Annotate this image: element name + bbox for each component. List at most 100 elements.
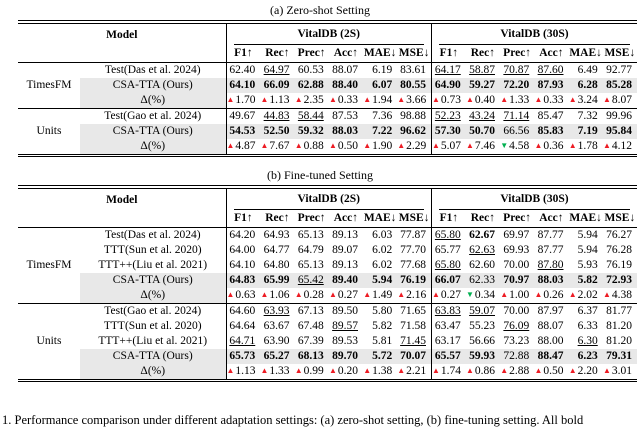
delta-value: 1.70: [235, 93, 256, 106]
metric-cell: 62.63: [469, 243, 495, 256]
delta-up-icon: ▲: [294, 289, 303, 299]
delta-cell: ▲2.88: [500, 364, 534, 380]
metric-cell: 89.07: [332, 243, 358, 256]
delta-cell: ▲4.87: [226, 139, 260, 155]
delta-cell: ▲3.01: [603, 364, 637, 380]
metric-cell: 57.30: [430, 123, 466, 139]
delta-value: 1.49: [372, 288, 393, 301]
metric-cell: 59.07: [465, 302, 500, 319]
delta-cell: ▲1.06: [260, 288, 294, 304]
delta-cell: ▲0.99: [295, 364, 329, 380]
metric-header-mae: MAE↓: [568, 209, 603, 228]
metric-header-mse: MSE↓: [397, 44, 432, 63]
delta-cell: ▲1.90: [363, 139, 397, 155]
delta-value: 1.13: [269, 93, 290, 106]
metric-cell: 89.13: [332, 258, 358, 271]
metric-cell: 6.49: [577, 63, 598, 76]
metric-cell: 6.03: [372, 228, 393, 241]
delta-up-icon: ▲: [363, 289, 372, 299]
metric-cell: 70.97: [500, 272, 535, 288]
table-row: Δ(%) ▲4.87 ▲7.67 ▲0.88 ▲0.50 ▲1.90 ▲2.29 ▲5.07 ▲…: [18, 138, 637, 155]
delta-up-icon: ▲: [602, 94, 611, 104]
metric-cell: 64.93: [263, 228, 290, 241]
metric-cell: 72.88: [500, 348, 535, 364]
delta-up-icon: ▲: [294, 94, 303, 104]
metric-cell: 6.37: [568, 302, 603, 319]
table-a-caption: (a) Zero-shot Setting: [270, 3, 370, 17]
metric-header-rec: Rec↑: [465, 209, 500, 228]
metric-cell: 87.93: [534, 77, 569, 93]
table-row: CSA-TTA (Ours) 65.73 65.27 68.13 89.70 5.72 70…: [18, 348, 637, 364]
delta-up-icon: ▲: [534, 289, 543, 299]
method-label-cell: CSA-TTA (Ours): [80, 123, 227, 139]
delta-value: 8.07: [611, 93, 632, 106]
metric-cell: 88.03: [328, 123, 363, 139]
delta-value: 1.78: [577, 139, 598, 152]
metric-cell: 71.45: [400, 334, 426, 347]
metric-cell: 70.00: [503, 258, 530, 271]
metric-cell: 88.03: [534, 272, 569, 288]
metric-cell: 54.53: [226, 123, 261, 139]
metric-cell: 77.70: [400, 243, 426, 256]
delta-cell: ▲1.49: [363, 288, 397, 304]
metric-cell: 5.72: [363, 348, 398, 364]
delta-cell: ▲1.13: [260, 93, 294, 109]
table-row: TTT++(Liu et al. 2021) 64.10 64.80 65.13 89.…: [18, 257, 637, 273]
metric-cell: 6.23: [568, 348, 603, 364]
metric-cell: 63.93: [260, 302, 295, 319]
delta-up-icon: ▲: [534, 365, 543, 375]
metric-cell: 64.10: [229, 258, 256, 271]
delta-up-icon: ▲: [397, 289, 406, 299]
metric-cell: 6.19: [372, 63, 393, 76]
delta-up-icon: ▲: [465, 94, 474, 104]
method-label-cell: Δ(%): [80, 138, 227, 154]
delta-cell: ▲1.78: [569, 139, 603, 155]
cmid-rule: [233, 43, 424, 45]
delta-value: 4.87: [235, 139, 256, 152]
delta-value: 0.50: [543, 364, 564, 377]
delta-up-icon: ▲: [363, 365, 372, 375]
delta-value: 0.50: [337, 139, 358, 152]
vitaldb-30s-header: VitalDB (30S): [431, 23, 637, 45]
delta-value: 4.58: [509, 139, 530, 152]
delta-up-icon: ▲: [568, 289, 577, 299]
delta-up-icon: ▲: [260, 365, 269, 375]
metric-header-f1: F1↑: [226, 44, 261, 63]
metric-cell: 71.14: [500, 107, 535, 124]
delta-value: 4.12: [611, 139, 632, 152]
delta-up-icon: ▲: [226, 94, 235, 104]
delta-value: 1.06: [269, 288, 290, 301]
delta-value: 3.01: [611, 364, 632, 377]
delta-cell: ▲2.35: [295, 93, 329, 109]
metric-cell: 43.24: [465, 107, 500, 124]
metric-header-row: F1↑ Rec↑ Prec↑ Acc↑ MAE↓ MSE↓ F1↑ Rec↑ P…: [18, 44, 637, 63]
delta-up-icon: ▲: [328, 289, 337, 299]
delta-cell: ▲2.02: [569, 288, 603, 304]
metric-cell: 59.27: [465, 77, 500, 93]
metric-cell: 67.39: [297, 334, 324, 347]
metric-cell: 87.77: [537, 243, 564, 256]
table-row: TimesFM Test(Das et al. 2024) 64.20 64.93 65…: [18, 227, 637, 271]
delta-value: 0.27: [337, 288, 358, 301]
metric-header-acc: Acc↑: [328, 209, 363, 228]
delta-cell: ▲3.24: [569, 93, 603, 109]
metric-cell: 98.88: [397, 107, 432, 124]
metric-header-rec: Rec↑: [260, 209, 295, 228]
delta-up-icon: ▲: [568, 140, 577, 150]
delta-cell: ▲0.88: [295, 139, 329, 155]
metric-cell: 5.93: [577, 258, 598, 271]
metric-cell: 66.56: [500, 123, 535, 139]
table-row: TTT++(Liu et al. 2021) 64.71 63.90 67.39 89.…: [18, 333, 637, 349]
metric-cell: 81.77: [602, 302, 637, 319]
delta-up-icon: ▲: [226, 365, 235, 375]
method-label-cell: TTT(Sun et al. 2020): [80, 242, 227, 258]
method-label-cell: Test(Das et al. 2024): [80, 62, 227, 78]
metric-cell: 56.66: [469, 334, 495, 347]
metric-header-prec: Prec↑: [294, 209, 329, 228]
delta-cell: ▲2.20: [569, 364, 603, 380]
zero-shot-table-header: Model VitalDB (2S) VitalDB (30S) F1↑ Rec…: [18, 23, 637, 63]
metric-cell: 62.60: [469, 258, 495, 271]
delta-cell: ▲4.38: [603, 288, 637, 304]
metric-cell: 65.13: [297, 228, 324, 241]
group-label-cell: Units: [18, 302, 80, 379]
